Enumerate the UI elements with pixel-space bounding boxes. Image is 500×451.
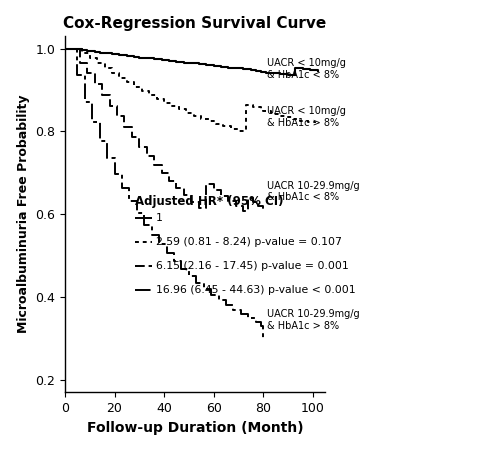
Text: 6.15 (2.16 - 17.45) p-value = 0.001: 6.15 (2.16 - 17.45) p-value = 0.001 [156,261,349,271]
Text: Adjusted HR* (95% CI): Adjusted HR* (95% CI) [135,195,284,207]
Text: UACR 10-29.9mg/g
& HbA1c < 8%: UACR 10-29.9mg/g & HbA1c < 8% [267,181,360,202]
Y-axis label: Microalbuminuria Free Probability: Microalbuminuria Free Probability [16,95,30,333]
Text: 16.96 (6.45 - 44.63) p-value < 0.001: 16.96 (6.45 - 44.63) p-value < 0.001 [156,285,356,295]
Text: UACR < 10mg/g
& HbA1c > 8%: UACR < 10mg/g & HbA1c > 8% [267,106,345,128]
Text: 1: 1 [156,213,163,223]
Text: UACR < 10mg/g
& HbA1c < 8%: UACR < 10mg/g & HbA1c < 8% [267,59,345,80]
Text: UACR 10-29.9mg/g
& HbA1c > 8%: UACR 10-29.9mg/g & HbA1c > 8% [267,309,360,331]
Text: 2.59 (0.81 - 8.24) p-value = 0.107: 2.59 (0.81 - 8.24) p-value = 0.107 [156,237,342,247]
Title: Cox-Regression Survival Curve: Cox-Regression Survival Curve [64,16,326,31]
X-axis label: Follow-up Duration (Month): Follow-up Duration (Month) [86,421,304,435]
